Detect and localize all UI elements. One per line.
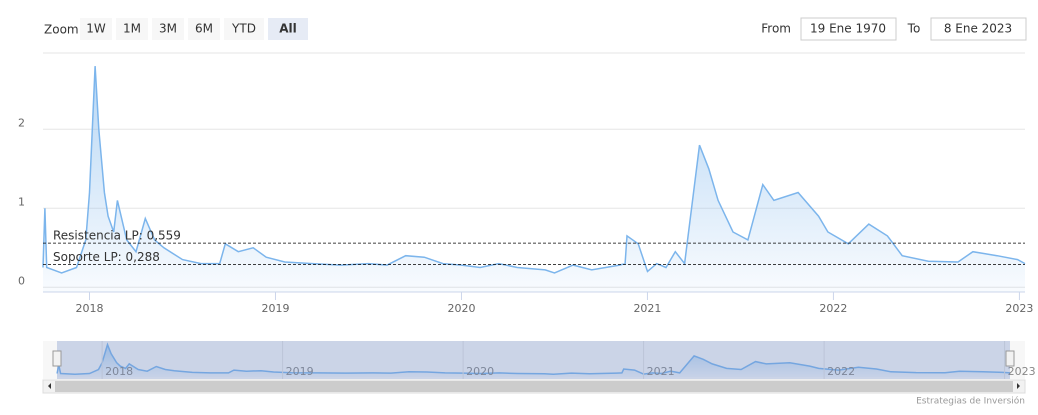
navigator-handle[interactable]: [52, 350, 62, 367]
series-line: [42, 66, 1026, 274]
navigator-tick-label: 2020: [466, 365, 494, 378]
navigator-handle[interactable]: [1005, 350, 1015, 367]
navigator-area: [57, 344, 1010, 377]
zoom-button[interactable]: [268, 18, 308, 40]
zoom-button[interactable]: [188, 18, 220, 40]
x-tick-label: 2021: [633, 302, 661, 315]
y-tick-label: 0: [18, 274, 25, 287]
plot-line-label: Soporte LP: 0,288: [53, 250, 160, 264]
from-value[interactable]: 19 Ene 1970: [810, 22, 886, 36]
to-value[interactable]: 8 Ene 2023: [944, 22, 1012, 36]
y-tick-label: 1: [18, 195, 25, 208]
x-tick-label: 2018: [75, 302, 103, 315]
zoom-button[interactable]: [152, 18, 184, 40]
zoom-label: Zoom: [44, 23, 79, 37]
zoom-button-label[interactable]: 6M: [195, 22, 213, 36]
zoom-button-label[interactable]: All: [279, 22, 297, 36]
x-tick-label: 2022: [819, 302, 847, 315]
navigator-tick-label: 2022: [827, 365, 855, 378]
scrollbar-thumb[interactable]: [55, 381, 1013, 392]
zoom-button[interactable]: [116, 18, 148, 40]
to-input[interactable]: [930, 17, 1027, 41]
navigator-tick-label: 2021: [647, 365, 675, 378]
from-input[interactable]: [800, 17, 897, 41]
y-tick-label: 2: [18, 116, 25, 129]
x-tick-label: 2023: [1005, 302, 1033, 315]
navigator-mask[interactable]: [57, 341, 1010, 379]
zoom-button-label[interactable]: 1W: [86, 22, 106, 36]
x-tick-label: 2020: [447, 302, 475, 315]
zoom-button-label[interactable]: 1M: [123, 22, 141, 36]
series-area: [43, 66, 1025, 292]
navigator-line: [56, 342, 1011, 376]
navigator-tick-label: 2018: [105, 365, 133, 378]
from-label: From: [761, 22, 791, 36]
zoom-button[interactable]: [80, 18, 112, 40]
to-label: To: [907, 22, 921, 36]
plot-line-label: Resistencia LP: 0,559: [53, 229, 181, 243]
zoom-button-label[interactable]: YTD: [231, 22, 256, 36]
zoom-button[interactable]: [224, 18, 264, 40]
navigator-tick-label: 2019: [286, 365, 314, 378]
navigator-tick-label: 2023: [1008, 365, 1036, 378]
x-tick-label: 2019: [261, 302, 289, 315]
zoom-button-label[interactable]: 3M: [159, 22, 177, 36]
credits: Estrategias de Inversión: [916, 396, 1025, 407]
